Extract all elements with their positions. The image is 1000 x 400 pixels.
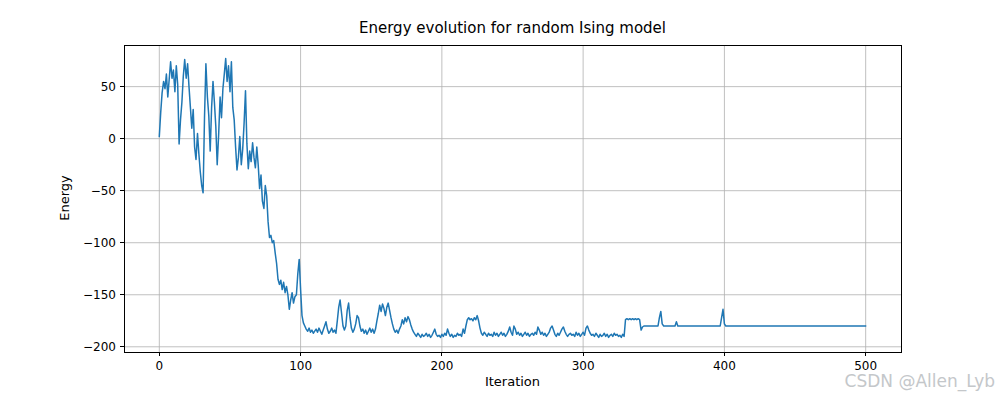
x-axis-label: Iteration — [124, 374, 901, 389]
x-tick-label: 0 — [155, 359, 163, 373]
energy-line — [159, 59, 865, 338]
y-tick-label: −150 — [83, 288, 116, 302]
y-tick-label: −100 — [83, 236, 116, 250]
y-tick-label: 0 — [108, 132, 116, 146]
y-tick-label: −50 — [91, 184, 116, 198]
axes-spines — [124, 45, 901, 352]
x-tick-label: 300 — [572, 359, 595, 373]
figure: 0100200300400500500−50−100−150−200 Energ… — [0, 0, 1000, 400]
watermark: CSDN @Allen_Lyb — [845, 371, 995, 391]
x-tick-label: 100 — [289, 359, 312, 373]
plot-area: 0100200300400500500−50−100−150−200 — [0, 0, 1000, 400]
y-tick-label: 50 — [101, 80, 116, 94]
x-tick-label: 400 — [713, 359, 736, 373]
x-tick-label: 200 — [430, 359, 453, 373]
y-tick-label: −200 — [83, 340, 116, 354]
chart-title: Energy evolution for random Ising model — [124, 19, 901, 37]
y-axis-label: Energy — [57, 175, 72, 221]
